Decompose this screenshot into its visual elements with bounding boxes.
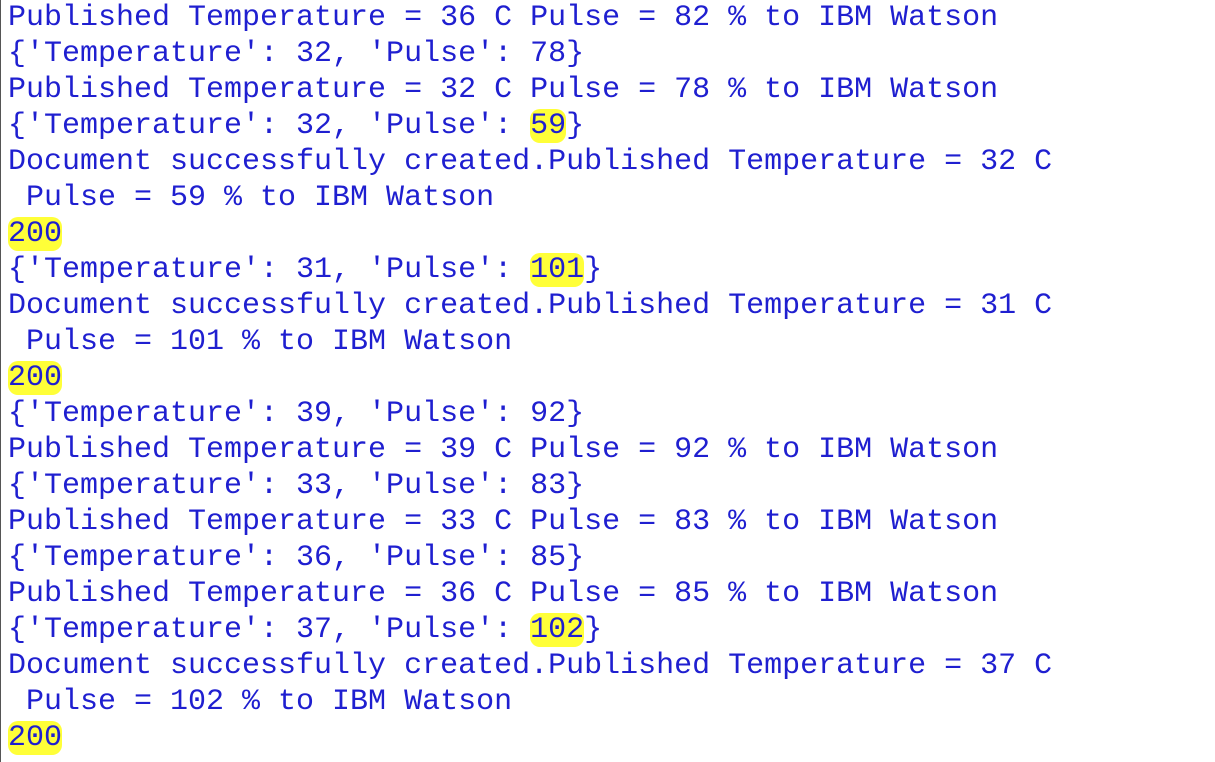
console-line: Published Temperature = 39 C Pulse = 92 … bbox=[8, 432, 1215, 468]
console-line: Document successfully created.Published … bbox=[8, 288, 1215, 324]
console-line: Published Temperature = 36 C Pulse = 82 … bbox=[8, 0, 1215, 36]
console-line: Pulse = 102 % to IBM Watson bbox=[8, 684, 1215, 720]
console-text: {'Temperature': 33, 'Pulse': 83} bbox=[8, 469, 585, 503]
console-text: } bbox=[566, 109, 585, 143]
console-line: Document successfully created.Published … bbox=[8, 144, 1215, 180]
console-line: {'Temperature': 36, 'Pulse': 85} bbox=[8, 540, 1215, 576]
console-text: Published Temperature = 39 C Pulse = 92 … bbox=[8, 433, 999, 467]
console-line: Published Temperature = 36 C Pulse = 85 … bbox=[8, 576, 1215, 612]
console-text: {'Temperature': 32, 'Pulse': 78} bbox=[8, 37, 585, 71]
console-line: {'Temperature': 39, 'Pulse': 92} bbox=[8, 396, 1215, 432]
console-text: Document successfully created.Published … bbox=[8, 649, 1053, 683]
console-line: 200 bbox=[8, 720, 1215, 756]
console-text: Published Temperature = 36 C Pulse = 85 … bbox=[8, 577, 999, 611]
console-text: Pulse = 101 % to IBM Watson bbox=[8, 325, 513, 359]
console-line: Published Temperature = 32 C Pulse = 78 … bbox=[8, 72, 1215, 108]
console-text: Document successfully created.Published … bbox=[8, 289, 1053, 323]
console-line: {'Temperature': 31, 'Pulse': 101} bbox=[8, 252, 1215, 288]
highlighted-text: 200 bbox=[8, 721, 63, 755]
console-text: Published Temperature = 33 C Pulse = 83 … bbox=[8, 505, 999, 539]
highlighted-text: 102 bbox=[530, 613, 585, 647]
console-text: {'Temperature': 31, 'Pulse': bbox=[8, 253, 531, 287]
console-text: Document successfully created.Published … bbox=[8, 145, 1053, 179]
highlighted-text: 59 bbox=[530, 109, 567, 143]
console-text: {'Temperature': 37, 'Pulse': bbox=[8, 613, 531, 647]
console-text: {'Temperature': 39, 'Pulse': 92} bbox=[8, 397, 585, 431]
console-line: {'Temperature': 32, 'Pulse': 78} bbox=[8, 36, 1215, 72]
highlighted-text: 200 bbox=[8, 361, 63, 395]
console-text: {'Temperature': 36, 'Pulse': 85} bbox=[8, 541, 585, 575]
highlighted-text: 101 bbox=[530, 253, 585, 287]
console-line: Published Temperature = 33 C Pulse = 83 … bbox=[8, 504, 1215, 540]
console-text: } bbox=[584, 253, 603, 287]
console-line: 200 bbox=[8, 360, 1215, 396]
console-line: {'Temperature': 32, 'Pulse': 59} bbox=[8, 108, 1215, 144]
console-line: Pulse = 59 % to IBM Watson bbox=[8, 180, 1215, 216]
console-line: Pulse = 101 % to IBM Watson bbox=[8, 324, 1215, 360]
console-line: {'Temperature': 37, 'Pulse': 102} bbox=[8, 612, 1215, 648]
console-text: Pulse = 102 % to IBM Watson bbox=[8, 685, 513, 719]
console-text: Pulse = 59 % to IBM Watson bbox=[8, 181, 495, 215]
console-text: Published Temperature = 32 C Pulse = 78 … bbox=[8, 73, 999, 107]
window-left-edge bbox=[0, 0, 1, 762]
console-line: 200 bbox=[8, 216, 1215, 252]
console-line: {'Temperature': 33, 'Pulse': 83} bbox=[8, 468, 1215, 504]
console-text: Published Temperature = 36 C Pulse = 82 … bbox=[8, 1, 999, 35]
console-text: } bbox=[584, 613, 603, 647]
console-line: Document successfully created.Published … bbox=[8, 648, 1215, 684]
console-output[interactable]: Published Temperature = 36 C Pulse = 82 … bbox=[8, 0, 1215, 762]
highlighted-text: 200 bbox=[8, 217, 63, 251]
console-text: {'Temperature': 32, 'Pulse': bbox=[8, 109, 531, 143]
